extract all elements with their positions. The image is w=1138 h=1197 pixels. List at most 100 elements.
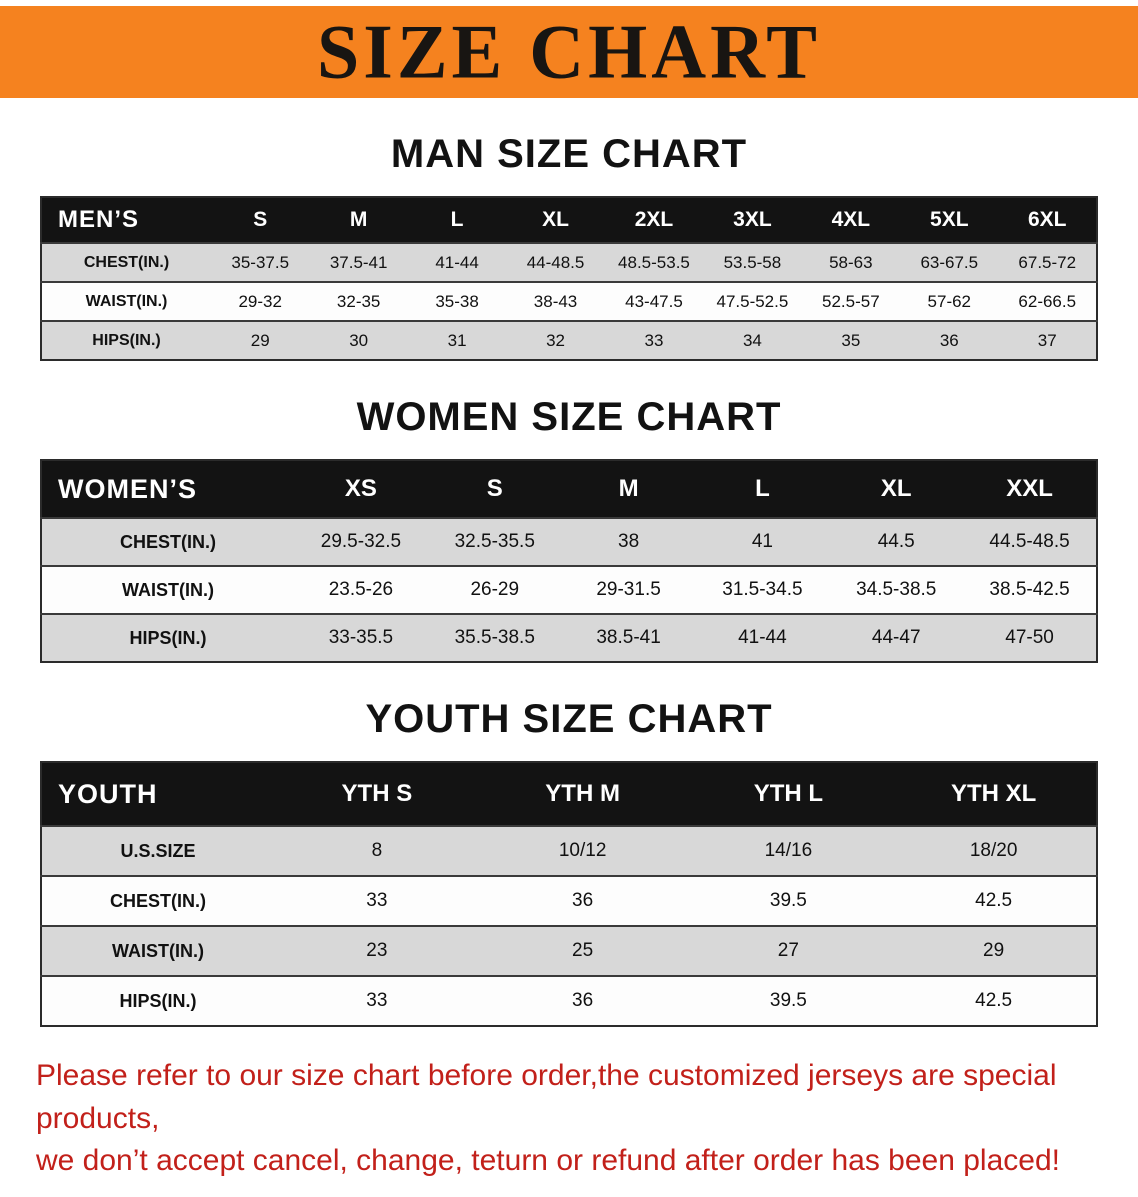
size-value-cell: 25 [572, 940, 594, 961]
size-column-header: YTH XL [891, 762, 1097, 826]
header-row: MEN’S S M L XL 2XL 3XL 4XL 5XL 6XL [41, 197, 1097, 243]
row-label: HIPS(IN.) [92, 331, 161, 349]
size-value-cell: 38.5-41 [596, 627, 661, 648]
size-value-cell: 33-35.5 [328, 627, 394, 648]
size-value-cell: 42.5 [975, 990, 1013, 1011]
size-column-header: YTH L [685, 762, 892, 826]
size-value-cell: 42.5 [975, 890, 1013, 911]
measurement-row: CHEST(IN.) 29.5-32.5 32.5-35.5 38 41 44.5 44.5… [41, 518, 1097, 566]
size-value-cell: 43-47.5 [625, 291, 683, 311]
size-value-cell: 36 [572, 890, 594, 911]
header-row: WOMEN’S XS S M L XL XXL [41, 460, 1097, 518]
size-value-cell: 36 [572, 990, 594, 1011]
size-value-cell: 57-62 [927, 291, 972, 311]
measurement-row: HIPS(IN.) 29 30 31 32 33 34 35 36 37 [41, 321, 1097, 360]
size-value-cell: 32.5-35.5 [454, 531, 535, 552]
size-column-header: L [407, 197, 507, 243]
size-value-cell: 38 [618, 531, 640, 552]
size-value-cell: 41-44 [435, 252, 479, 272]
size-column-header: 3XL [703, 197, 802, 243]
size-value-cell: 18/20 [969, 840, 1018, 861]
size-column-header: S [427, 460, 562, 518]
row-label: U.S.SIZE [120, 840, 196, 861]
size-value-cell: 33 [644, 330, 664, 350]
size-value-cell: 41 [751, 531, 773, 552]
size-value-cell: 29-32 [238, 291, 282, 311]
size-value-cell: 62-66.5 [1018, 291, 1077, 311]
size-column-header: YTH M [479, 762, 686, 826]
row-label: HIPS(IN.) [129, 627, 207, 648]
size-value-cell: 39.5 [769, 990, 807, 1011]
table-title-cell: WOMEN’S [41, 460, 294, 518]
size-value-cell: 29 [983, 940, 1005, 961]
size-value-cell: 8 [371, 840, 383, 861]
size-column-header: 2XL [604, 197, 704, 243]
size-column-header: XL [829, 460, 964, 518]
size-value-cell: 30 [349, 330, 369, 350]
size-value-cell: 36 [939, 330, 959, 350]
men-size-table: MEN’S S M L XL 2XL 3XL 4XL 5XL 6XL CHEST(IN.) 35-37… [40, 196, 1098, 361]
size-value-cell: 33 [366, 890, 388, 911]
size-value-cell: 44-47 [871, 627, 921, 648]
measurement-row: HIPS(IN.) 33-35.5 35.5-38.5 38.5-41 41-44 44-… [41, 614, 1097, 662]
women-size-table: WOMEN’S XS S M L XL XXL CHEST(IN.) 29.5-32.5 32.5… [40, 459, 1098, 663]
men-section-heading: MAN SIZE CHART [390, 132, 748, 176]
size-column-header: XXL [963, 460, 1097, 518]
size-value-cell: 29 [250, 330, 270, 350]
size-value-cell: 31.5-34.5 [722, 579, 803, 600]
measurement-row: WAIST(IN.) 29-32 32-35 35-38 38-43 43-47.5 47.… [41, 282, 1097, 321]
size-value-cell: 33 [366, 990, 388, 1011]
notice-line-2: we don’t accept cancel, change, teturn o… [36, 1144, 1060, 1178]
page-title: SIZE CHART [316, 9, 821, 95]
row-label: CHEST(IN.) [83, 253, 170, 271]
size-value-cell: 52.5-57 [822, 291, 880, 311]
notice-line-1: Please refer to our size chart before or… [36, 1059, 1057, 1135]
size-value-cell: 47-50 [1005, 627, 1054, 648]
measurement-row: HIPS(IN.) 33 36 39.5 42.5 [41, 976, 1097, 1026]
size-value-cell: 31 [447, 330, 467, 350]
size-column-header: S [211, 197, 310, 243]
size-column-header: 4XL [801, 197, 901, 243]
women-section-heading: WOMEN SIZE CHART [356, 395, 782, 439]
size-value-cell: 14/16 [764, 840, 813, 861]
size-value-cell: 44.5 [877, 531, 915, 552]
size-value-cell: 35.5-38.5 [454, 627, 535, 648]
size-value-cell: 53.5-58 [723, 252, 782, 272]
row-label: WAIST(IN.) [85, 292, 168, 310]
size-value-cell: 63-67.5 [920, 252, 979, 272]
size-value-cell: 47.5-52.5 [716, 291, 789, 311]
size-value-cell: 27 [777, 940, 799, 961]
measurement-row: WAIST(IN.) 23.5-26 26-29 29-31.5 31.5-34.5 34… [41, 566, 1097, 614]
women-size-section: WOMEN SIZE CHART WOMEN’S XS S M L XL XXL CHEST(… [0, 395, 1138, 663]
row-label: CHEST(IN.) [110, 890, 206, 911]
size-column-header: M [309, 197, 408, 243]
table-title-cell: YOUTH [41, 762, 274, 826]
size-value-cell: 37 [1037, 330, 1057, 350]
size-value-cell: 29-31.5 [596, 579, 661, 600]
size-value-cell: 10/12 [558, 840, 607, 861]
size-value-cell: 38.5-42.5 [989, 579, 1070, 600]
size-value-cell: 32-35 [336, 291, 381, 311]
size-column-header: L [695, 460, 830, 518]
size-value-cell: 23 [366, 940, 388, 961]
size-column-header: XL [506, 197, 605, 243]
size-value-cell: 41-44 [738, 627, 787, 648]
size-value-cell: 32 [546, 330, 565, 350]
size-value-cell: 26-29 [470, 579, 520, 600]
size-value-cell: 39.5 [769, 890, 807, 911]
size-value-cell: 34.5-38.5 [856, 579, 937, 600]
size-column-header: 5XL [900, 197, 999, 243]
size-value-cell: 38-43 [533, 291, 578, 311]
size-value-cell: 23.5-26 [328, 579, 394, 600]
measurement-row: CHEST(IN.) 33 36 39.5 42.5 [41, 876, 1097, 926]
size-value-cell: 35 [841, 330, 861, 350]
row-label: HIPS(IN.) [119, 990, 197, 1011]
size-value-cell: 29.5-32.5 [320, 531, 402, 552]
size-value-cell: 35-37.5 [231, 252, 290, 272]
size-column-header: 6XL [998, 197, 1097, 243]
title-banner: SIZE CHART [0, 6, 1138, 98]
size-value-cell: 48.5-53.5 [618, 252, 690, 272]
size-column-header: YTH S [274, 762, 480, 826]
size-value-cell: 67.5-72 [1018, 252, 1077, 272]
youth-size-table: YOUTH YTH S YTH M YTH L YTH XL U.S.SIZE 8 10/12… [40, 761, 1098, 1027]
